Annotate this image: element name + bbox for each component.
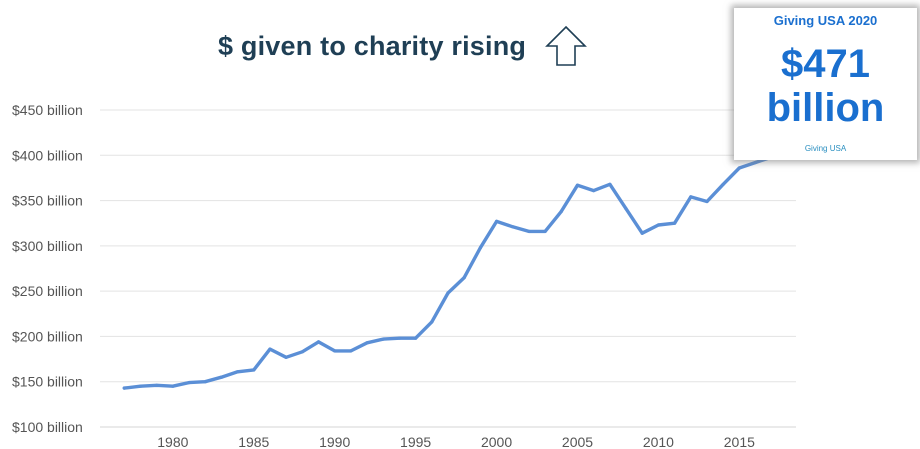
y-tick-label: $150 billion: [12, 374, 83, 390]
data-point-2004: [559, 209, 563, 213]
callout-amount: $471: [781, 42, 870, 86]
data-point-2000: [495, 219, 499, 223]
data-point-2003: [543, 229, 547, 233]
series-layer: [122, 155, 774, 390]
x-tick-label: 1985: [238, 434, 269, 449]
data-point-1991: [349, 349, 353, 353]
y-axis-tick-labels: $100 billion $150 billion $200 billion $250…: [12, 102, 83, 435]
data-point-1984: [236, 370, 240, 374]
callout-source: Giving USA: [804, 144, 847, 153]
data-point-1978: [138, 384, 143, 388]
data-point-2002: [527, 229, 531, 233]
callout-unit: billion: [766, 86, 885, 130]
up-arrow-outline-icon: [545, 25, 588, 66]
data-point-2015: [737, 166, 741, 170]
series-line: [122, 155, 774, 390]
data-point-1997: [446, 291, 450, 295]
data-point-1987: [284, 355, 288, 359]
data-point-1986: [268, 347, 272, 351]
data-point-1989: [316, 340, 321, 344]
grid-lines: [100, 109, 796, 428]
x-tick-label: 2000: [481, 434, 512, 449]
data-point-1999: [478, 246, 482, 250]
x-tick-label: 1990: [319, 434, 350, 449]
giving-usa-callout: Giving USA 2020 $471 billion Giving USA: [734, 8, 917, 160]
data-point-2013: [705, 199, 709, 204]
y-tick-label: $300 billion: [12, 238, 83, 254]
data-point-2009: [640, 231, 644, 235]
y-tick-label: $350 billion: [12, 193, 83, 209]
data-point-2012: [689, 195, 693, 199]
data-point-2011: [673, 221, 677, 225]
y-tick-label: $200 billion: [12, 328, 83, 344]
y-tick-label: $100 billion: [12, 419, 83, 435]
y-tick-label: $400 billion: [12, 147, 83, 163]
data-point-1977: [122, 386, 126, 390]
x-tick-label: 1980: [157, 434, 188, 449]
x-axis-tick-labels: 1980 1985 1990 1995 2000 2005 2010 2015: [157, 434, 755, 449]
chart-headline: $ given to charity rising: [218, 25, 588, 66]
callout-heading: Giving USA 2020: [773, 13, 878, 28]
y-tick-label: $450 billion: [12, 102, 83, 118]
data-point-2010: [656, 223, 661, 227]
data-point-2014: [721, 182, 725, 186]
data-point-1981: [187, 381, 191, 385]
data-point-1980: [171, 384, 175, 388]
data-point-1983: [219, 375, 223, 379]
x-tick-label: 2015: [724, 434, 755, 449]
data-point-1988: [300, 350, 304, 354]
data-point-1982: [203, 380, 207, 384]
data-point-2005: [575, 183, 580, 187]
data-point-1979: [155, 383, 159, 387]
data-point-1995: [414, 336, 418, 340]
data-point-2007: [608, 182, 612, 186]
y-tick-label: $250 billion: [12, 283, 83, 299]
data-point-2006: [592, 189, 596, 193]
x-tick-label: 2005: [562, 434, 593, 449]
data-point-1994: [397, 336, 401, 340]
data-point-1992: [365, 341, 369, 345]
data-point-1993: [381, 337, 385, 341]
data-point-1996: [430, 320, 434, 324]
x-tick-label: 2010: [643, 434, 674, 449]
x-tick-label: 1995: [400, 434, 431, 449]
data-point-1998: [462, 276, 466, 280]
data-point-2016: [753, 160, 758, 165]
data-point-1990: [333, 349, 337, 353]
headline-text: $ given to charity rising: [218, 30, 527, 61]
data-point-2008: [624, 207, 628, 211]
data-point-2001: [511, 225, 515, 229]
data-point-1985: [252, 368, 256, 372]
